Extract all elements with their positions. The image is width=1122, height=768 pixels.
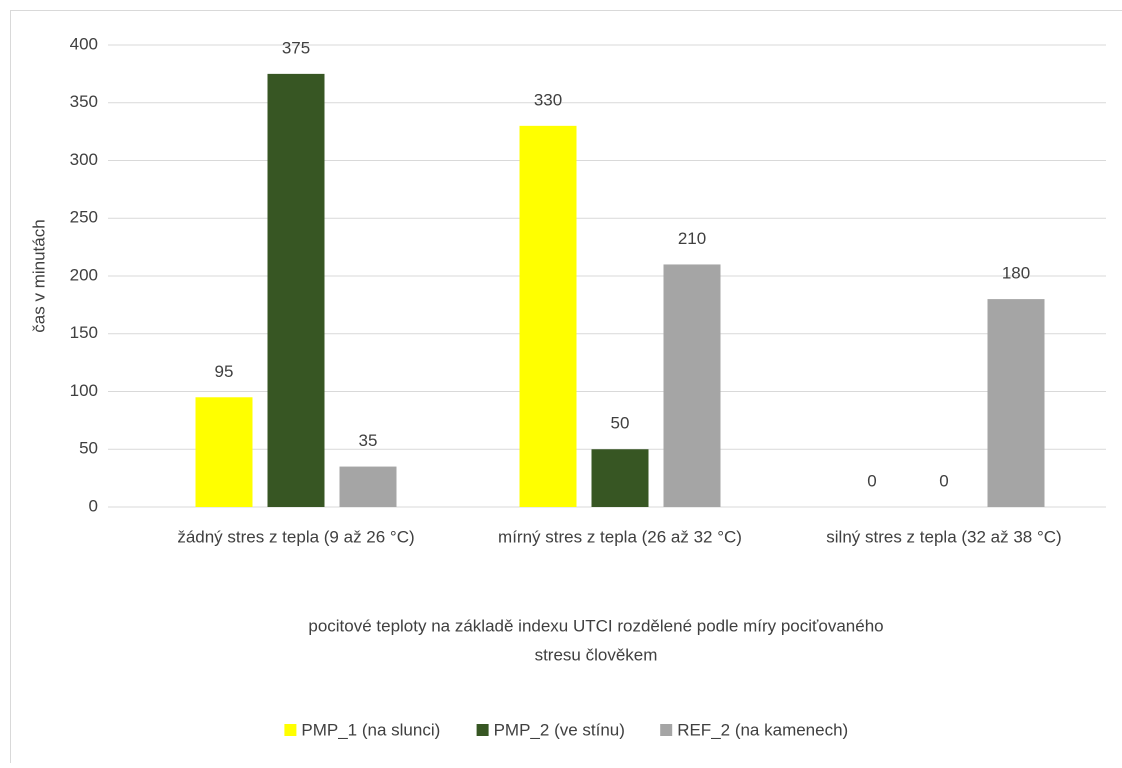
legend-label: PMP_1 (na slunci) bbox=[301, 720, 440, 739]
bar bbox=[196, 397, 253, 507]
bar bbox=[268, 74, 325, 507]
legend-swatch bbox=[284, 724, 296, 736]
legend-swatch bbox=[477, 724, 489, 736]
x-tick-label: mírný stres z tepla (26 až 32 °C) bbox=[498, 527, 742, 546]
bar bbox=[520, 126, 577, 507]
y-tick-label: 350 bbox=[70, 92, 98, 111]
x-axis-title: stresu člověkem bbox=[535, 645, 658, 664]
data-label: 375 bbox=[282, 38, 310, 57]
data-label: 50 bbox=[611, 414, 630, 433]
x-tick-label: žádný stres z tepla (9 až 26 °C) bbox=[177, 527, 414, 546]
data-label: 35 bbox=[359, 431, 378, 450]
x-tick-label: silný stres z tepla (32 až 38 °C) bbox=[826, 527, 1061, 546]
y-tick-label: 400 bbox=[70, 34, 98, 53]
legend-label: PMP_2 (ve stínu) bbox=[494, 720, 625, 739]
data-label: 95 bbox=[215, 362, 234, 381]
y-tick-label: 100 bbox=[70, 381, 98, 400]
y-tick-label: 250 bbox=[70, 208, 98, 227]
y-axis-title: čas v minutách bbox=[29, 219, 48, 332]
y-tick-label: 150 bbox=[70, 323, 98, 342]
y-tick-label: 200 bbox=[70, 265, 98, 284]
data-label: 180 bbox=[1002, 264, 1030, 283]
y-tick-label: 300 bbox=[70, 150, 98, 169]
bar bbox=[664, 264, 721, 507]
y-tick-label: 0 bbox=[89, 496, 98, 515]
data-label: 0 bbox=[867, 471, 876, 490]
data-label: 330 bbox=[534, 90, 562, 109]
data-label: 0 bbox=[939, 471, 948, 490]
bar bbox=[988, 299, 1045, 507]
data-label: 210 bbox=[678, 229, 706, 248]
bar bbox=[340, 467, 397, 507]
y-tick-label: 50 bbox=[79, 439, 98, 458]
x-axis-title: pocitové teploty na základě indexu UTCI … bbox=[308, 616, 883, 635]
bar bbox=[592, 449, 649, 507]
legend-label: REF_2 (na kamenech) bbox=[677, 720, 848, 739]
legend-swatch bbox=[660, 724, 672, 736]
